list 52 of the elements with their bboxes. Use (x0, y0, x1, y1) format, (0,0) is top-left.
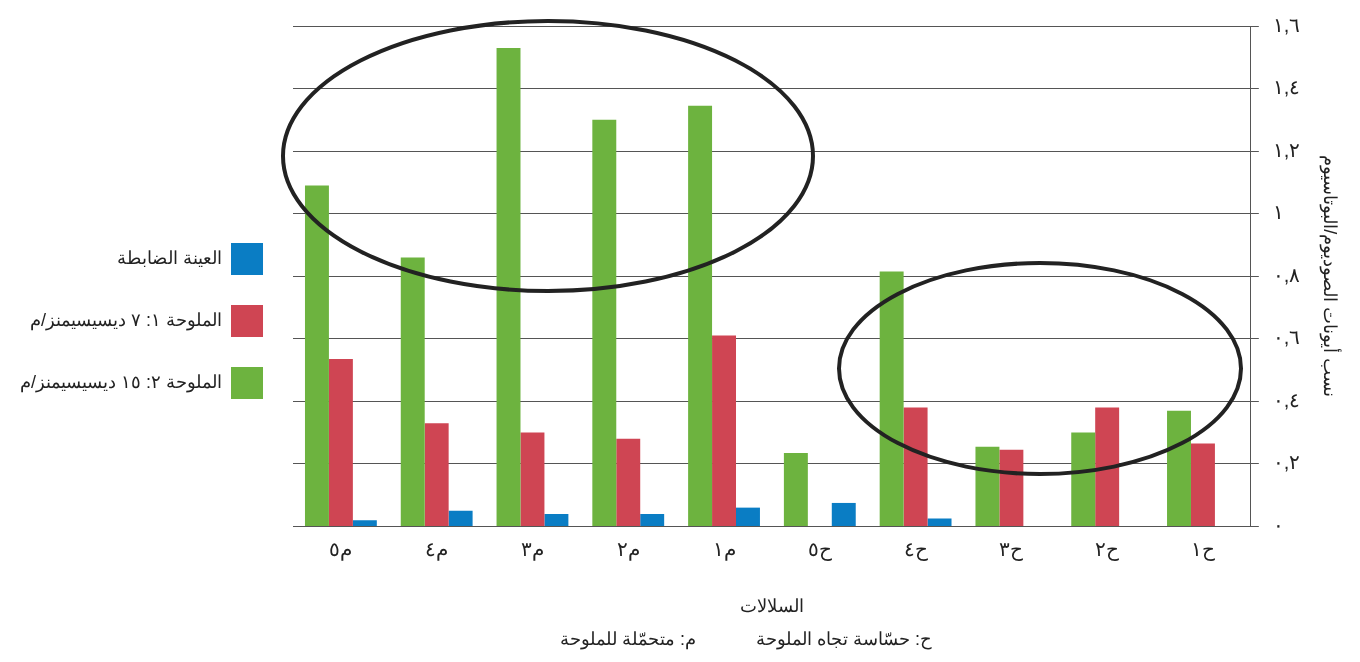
bar (1167, 410, 1191, 526)
bar (616, 438, 641, 526)
x-tick-label: ح٤ (903, 537, 928, 561)
bar (328, 359, 353, 526)
bar (879, 271, 904, 526)
x-tick-label: ح٥ (807, 537, 832, 561)
bar (400, 257, 425, 526)
y-tick-label: ١,٢ (1272, 138, 1301, 161)
legend-label: العينة الضابطة (116, 247, 222, 268)
legend-label: الملوحة ٢: ١٥ ديسيسيمنز/م (19, 371, 222, 393)
bar (712, 335, 737, 526)
x-tick-label: ح٢ (1095, 537, 1120, 561)
x-axis-title: السلالات (739, 596, 804, 617)
bar (496, 47, 521, 526)
bar (520, 432, 545, 526)
legend-label: الملوحة ١: ٧ ديسيسيمنز/م (29, 309, 222, 331)
bar (831, 502, 856, 526)
x-tick-label: م١ (712, 537, 736, 561)
text: م: متحمّلة للملوحة (559, 628, 696, 650)
bar (1071, 432, 1096, 526)
y-tick-label: ١,٤ (1272, 76, 1301, 99)
x-tick-label: م٣ (520, 537, 544, 561)
y-tick-label: ٠ (1272, 513, 1284, 536)
y-tick-label: ٠,٦ (1272, 326, 1301, 349)
bar (544, 513, 569, 526)
text: ح: حسّاسة تجاه الملوحة (755, 628, 932, 650)
bar (640, 513, 665, 526)
bar (736, 507, 760, 526)
bar (903, 407, 928, 526)
bar (1190, 443, 1215, 526)
bar (975, 446, 1000, 526)
bar (783, 452, 808, 526)
bar (304, 185, 329, 526)
x-tick-label: ح٣ (999, 537, 1024, 561)
y-tick-label: ١,٦ (1272, 13, 1301, 36)
y-tick-label: ١ (1272, 201, 1284, 224)
y-tick-label: ٠,٤ (1272, 388, 1301, 411)
bar (448, 510, 473, 526)
x-tick-label: م٢ (616, 537, 640, 561)
y-axis-title: نسب أيونات الصوديوم/البوتاسيوم (1319, 155, 1343, 398)
x-tick-label: م٥ (329, 537, 353, 561)
bar (688, 105, 713, 526)
bar (424, 423, 449, 526)
y-tick-label: ٠,٨ (1272, 263, 1301, 286)
x-tick-label: م٤ (425, 537, 449, 561)
bar (592, 119, 617, 526)
bar (1095, 407, 1120, 526)
bar (927, 518, 952, 526)
y-tick-label: ٠,٢ (1272, 451, 1301, 474)
x-tick-label: ح١ (1190, 537, 1215, 561)
bar (999, 449, 1024, 526)
bar (352, 520, 377, 526)
